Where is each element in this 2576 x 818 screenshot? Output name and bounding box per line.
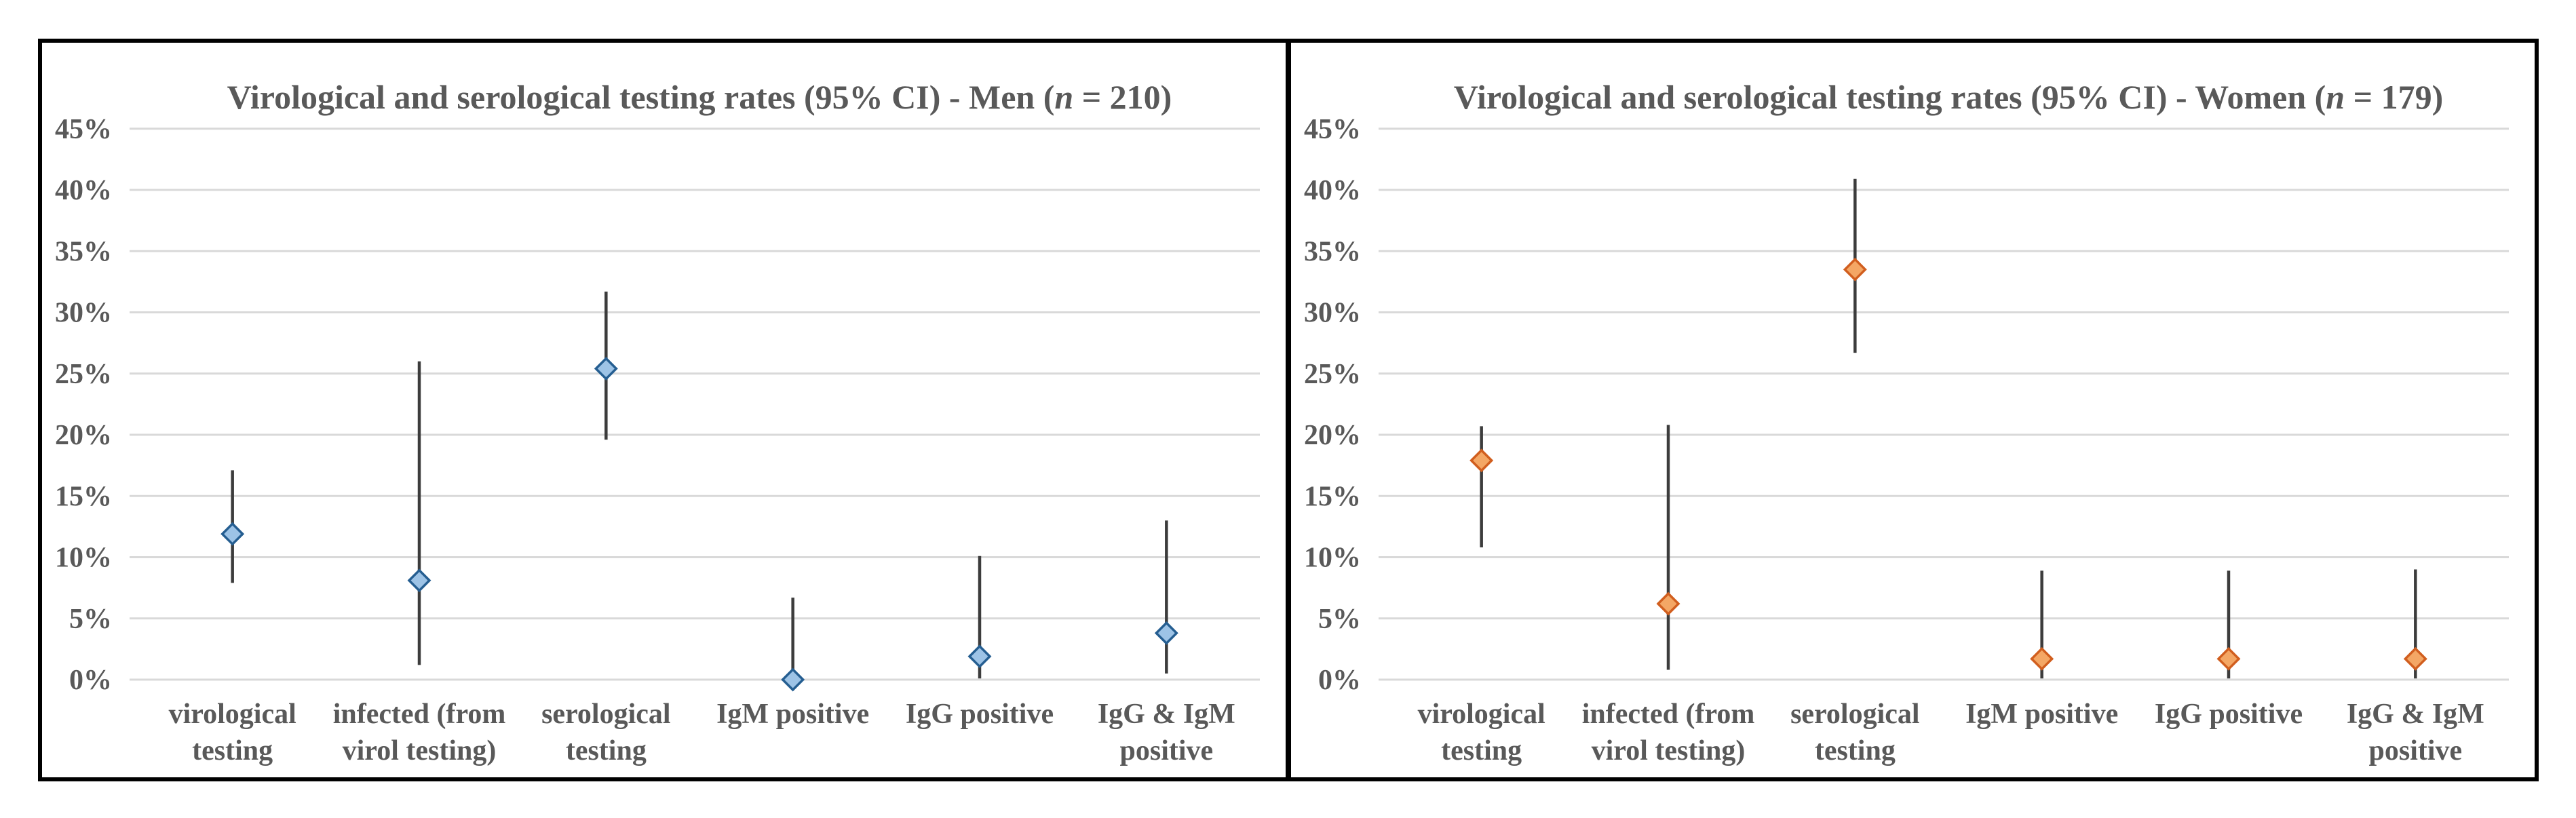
- y-tick-label: 35%: [55, 236, 112, 267]
- data-point-diamond: [781, 667, 805, 692]
- y-tick-label: 45%: [1304, 114, 1361, 145]
- data-point-diamond: [967, 644, 992, 669]
- x-category-label: IgM positive: [1965, 699, 2118, 730]
- panel-divider: [1286, 39, 1291, 781]
- x-category-label: testing: [1441, 735, 1522, 766]
- y-tick-label: 15%: [55, 481, 112, 512]
- x-category-label: IgG & IgM: [1098, 699, 1235, 730]
- y-tick-label: 25%: [1304, 359, 1361, 390]
- men-chart: 0% 5% 10% 15% 20% 25% 30% 35% 40% 45% Virological …: [55, 78, 1260, 766]
- data-point-diamond: [2030, 646, 2054, 671]
- y-tick-label: 20%: [1304, 420, 1361, 451]
- chart-title: Virological and serological testing rate…: [1454, 78, 2444, 116]
- women-chart-panel: 0% 5% 10% 15% 20% 25% 30% 35% 40% 45% Virological …: [1291, 43, 2535, 777]
- x-category-label: serological: [541, 699, 671, 730]
- y-tick-label: 0%: [69, 665, 112, 696]
- x-category-label: serological: [1790, 699, 1920, 730]
- y-tick-label: 20%: [55, 420, 112, 451]
- chart-title: Virological and serological testing rate…: [227, 78, 1172, 116]
- y-tick-label: 5%: [1318, 604, 1361, 635]
- x-category-label: virological: [1418, 699, 1545, 730]
- y-tick-label: 10%: [1304, 543, 1361, 574]
- x-category-label: infected (from: [1582, 699, 1755, 730]
- data-point-diamond: [1154, 621, 1178, 645]
- x-category-label: testing: [192, 735, 273, 766]
- x-category-label: IgG positive: [2155, 699, 2303, 730]
- x-category-label: testing: [1815, 735, 1896, 766]
- y-tick-label: 30%: [55, 298, 112, 329]
- y-tick-label: 40%: [55, 175, 112, 206]
- y-tick-label: 15%: [1304, 481, 1361, 512]
- y-tick-label: 0%: [1318, 665, 1361, 696]
- data-point-diamond: [1656, 591, 1680, 616]
- x-category-label: positive: [1119, 735, 1213, 766]
- women-chart: 0% 5% 10% 15% 20% 25% 30% 35% 40% 45% Virological …: [1304, 78, 2509, 766]
- x-category-label: virological: [169, 699, 296, 730]
- y-tick-label: 40%: [1304, 175, 1361, 206]
- x-category-label: IgM positive: [716, 699, 869, 730]
- data-point-diamond: [1843, 257, 1867, 281]
- data-point-diamond: [1469, 448, 1494, 473]
- x-category-label: IgG positive: [906, 699, 1054, 730]
- data-point-diamond: [594, 357, 618, 381]
- x-category-label: positive: [2368, 735, 2462, 766]
- x-category-label: testing: [566, 735, 647, 766]
- data-point-diamond: [2216, 646, 2241, 671]
- y-tick-label: 35%: [1304, 236, 1361, 267]
- y-tick-label: 45%: [55, 114, 112, 145]
- x-category-label: virol testing): [1592, 735, 1746, 766]
- data-point-diamond: [2403, 646, 2427, 671]
- y-tick-label: 10%: [55, 543, 112, 574]
- x-category-label: IgG & IgM: [2347, 699, 2484, 730]
- x-category-label: infected (from: [333, 699, 506, 730]
- data-point-diamond: [220, 522, 245, 546]
- men-chart-panel: 0% 5% 10% 15% 20% 25% 30% 35% 40% 45% Virological …: [42, 43, 1286, 777]
- data-point-diamond: [407, 568, 431, 593]
- y-tick-label: 30%: [1304, 298, 1361, 329]
- y-tick-label: 5%: [69, 604, 112, 635]
- x-category-label: virol testing): [343, 735, 497, 766]
- y-tick-label: 25%: [55, 359, 112, 390]
